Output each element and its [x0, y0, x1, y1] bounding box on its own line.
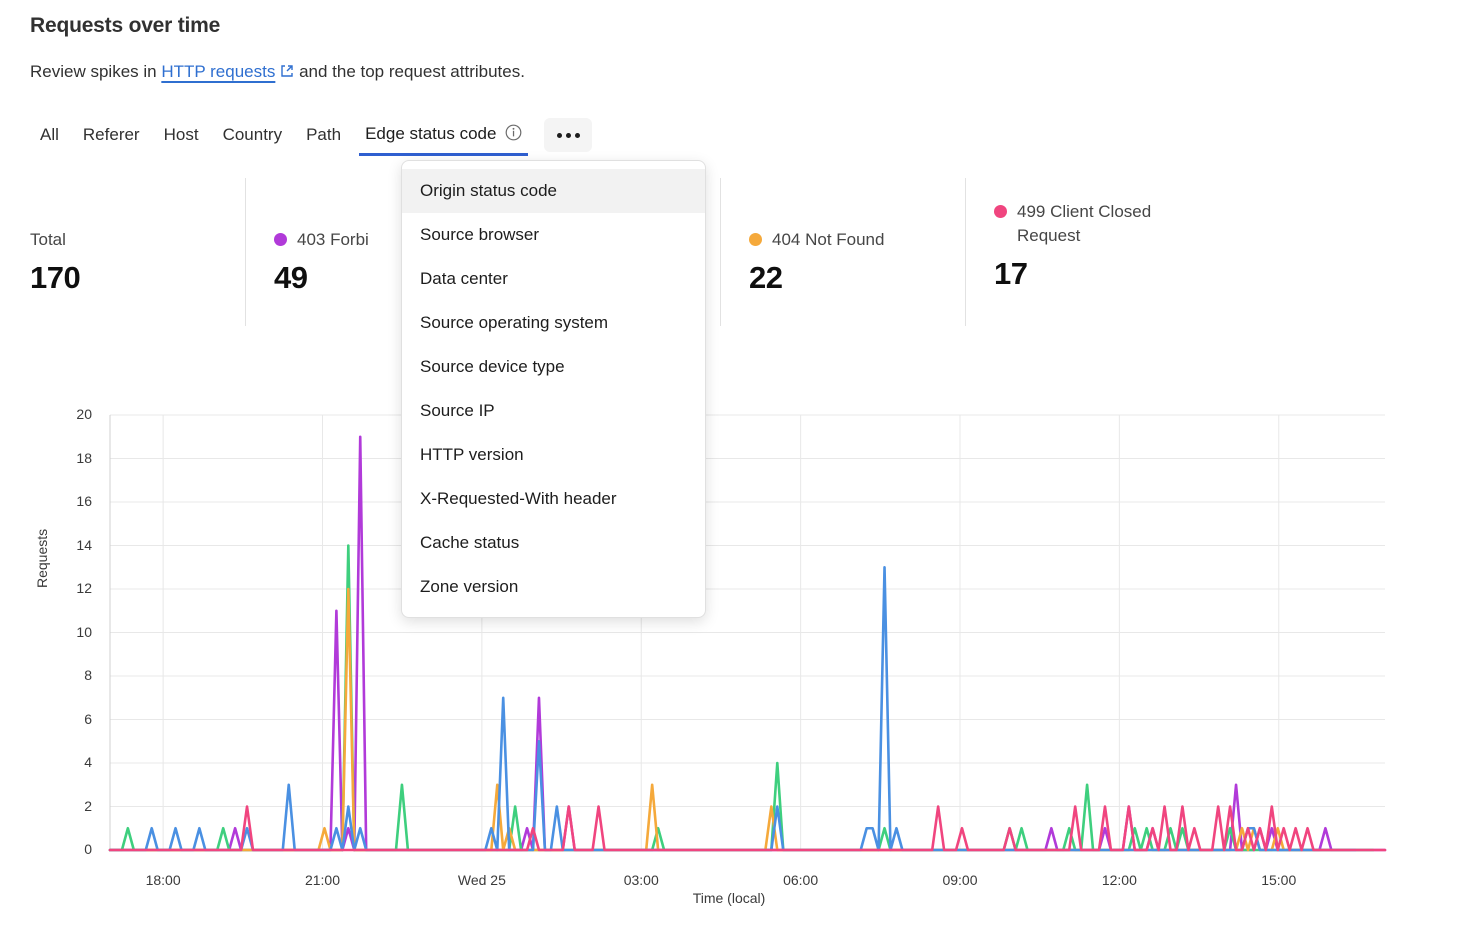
dot-icon: [565, 132, 571, 138]
stat-label-text: 499 Client Closed Request: [1017, 202, 1152, 246]
stat-card: 403 Forbi 49: [245, 178, 485, 326]
stat-value: 170: [30, 260, 81, 296]
http-requests-link[interactable]: HTTP requests: [161, 62, 275, 81]
attribute-tabs: All Referer Host Country Path Edge status cod…: [28, 118, 593, 158]
y-axis-tick-label: 16: [76, 493, 92, 509]
tab-edge-status-code[interactable]: Edge status code: [353, 120, 534, 156]
page-subtitle: Review spikes in HTTP requests and the t…: [30, 62, 525, 83]
attribute-dropdown-menu[interactable]: Origin status code Source browser Data cen…: [401, 160, 706, 618]
tab-host[interactable]: Host: [152, 121, 211, 155]
y-axis-tick-label: 10: [76, 623, 92, 640]
tab-label: Path: [306, 125, 342, 144]
page-title: Requests over time: [30, 14, 221, 37]
y-axis-tick-label: 14: [76, 536, 92, 553]
dot-icon: [556, 132, 562, 138]
x-axis-tick-label: 12:00: [1101, 872, 1137, 888]
x-axis-title: Time (local): [692, 890, 766, 906]
tab-country[interactable]: Country: [211, 121, 295, 155]
stat-label-text: Total: [30, 230, 66, 249]
info-icon[interactable]: [505, 124, 522, 145]
x-axis-tick-label: 15:00: [1261, 872, 1297, 888]
dropdown-item-source-ip[interactable]: Source IP: [420, 401, 495, 420]
stat-label-text: 403 Forbi: [297, 230, 369, 249]
stat-card: 404 Not Found 22: [720, 178, 965, 326]
stat-card: 499 Client Closed Request 17: [965, 178, 1215, 326]
subtitle-suffix: and the top request attributes.: [294, 62, 525, 81]
dropdown-item-source-operating-system[interactable]: Source operating system: [420, 313, 609, 332]
http-requests-link-label: HTTP requests: [161, 62, 276, 81]
tab-label: All: [40, 125, 59, 144]
stat-label: 403 Forbi: [274, 228, 464, 252]
series-color-dot: [749, 233, 762, 246]
y-axis-tick-label: 20: [76, 406, 92, 422]
series-color-dot: [994, 205, 1007, 218]
y-axis-tick-label: 4: [84, 754, 92, 770]
stat-label: 404 Not Found: [749, 228, 939, 252]
tab-path[interactable]: Path: [294, 121, 353, 155]
stat-label-text: 404 Not Found: [772, 230, 885, 249]
dropdown-item-origin-status-code[interactable]: Origin status code: [402, 169, 705, 213]
dropdown-item-data-center[interactable]: Data center: [420, 269, 508, 288]
tab-label: Edge status code: [365, 124, 497, 143]
y-axis-tick-label: 12: [76, 580, 92, 596]
y-axis-tick-label: 8: [84, 667, 92, 683]
y-axis-title: Requests: [34, 528, 50, 588]
series-line-4: [108, 805, 1387, 852]
x-axis-tick-label: 18:00: [145, 872, 181, 888]
external-link-icon: [280, 63, 294, 83]
tab-label: Host: [163, 125, 199, 144]
dropdown-item-source-browser[interactable]: Source browser: [420, 225, 540, 244]
series-color-dot: [274, 233, 287, 246]
x-axis-tick-label: 03:00: [623, 872, 659, 888]
x-axis-tick-label: 06:00: [783, 872, 819, 888]
dropdown-item-http-version[interactable]: HTTP version: [420, 445, 524, 464]
x-axis-tick-label: Wed 25: [457, 872, 506, 888]
dropdown-item-cache-status[interactable]: Cache status: [420, 533, 520, 552]
y-axis-tick-label: 6: [84, 710, 92, 727]
tab-referer[interactable]: Referer: [71, 121, 152, 155]
x-axis-tick-label: 09:00: [942, 872, 978, 888]
y-axis-tick-label: 18: [76, 449, 92, 466]
stat-card: Total 170: [30, 178, 245, 326]
stat-value: 17: [994, 256, 1028, 292]
more-options-button[interactable]: [544, 118, 593, 152]
tab-label: Referer: [82, 125, 140, 144]
stat-label: Total: [30, 228, 220, 252]
dropdown-item-source-device-type[interactable]: Source device type: [420, 357, 565, 376]
tab-all[interactable]: All: [28, 121, 71, 155]
dropdown-item-x-requested-with-header[interactable]: X-Requested-With header: [420, 489, 617, 508]
y-axis-tick-label: 2: [84, 797, 92, 814]
series-line-0: [108, 435, 1387, 852]
tab-label: Country: [222, 125, 283, 144]
x-axis-tick-label: 21:00: [304, 872, 341, 888]
y-axis-tick-label: 0: [84, 841, 92, 857]
subtitle-prefix: Review spikes in: [30, 62, 162, 81]
series-line-1: [108, 544, 1375, 852]
stat-value: 22: [749, 260, 783, 296]
requests-over-time-chart[interactable]: 0 2 4 6 8 10 12 14 16 18 20 18:00 21:00 Wed 25 03:00 06…: [0, 390, 1458, 920]
dot-icon: [574, 132, 580, 138]
dropdown-item-zone-version[interactable]: Zone version: [420, 577, 519, 596]
stat-label: 499 Client Closed Request: [994, 200, 1169, 248]
series-line-3: [108, 565, 1357, 852]
stat-value: 49: [274, 260, 308, 296]
